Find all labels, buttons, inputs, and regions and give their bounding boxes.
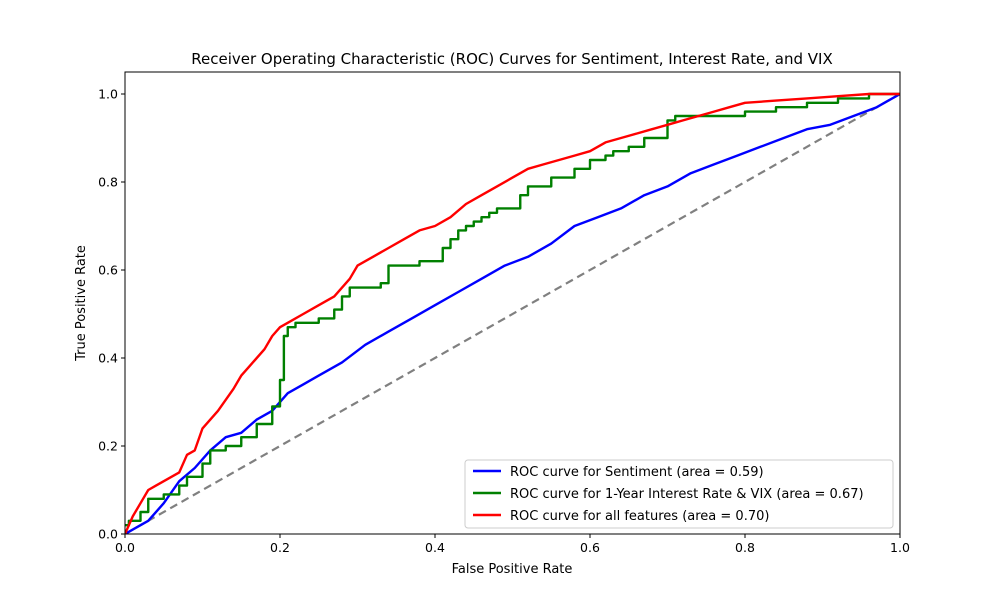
x-tick-label: 0.2 xyxy=(270,540,290,555)
y-tick-label: 0.2 xyxy=(98,439,118,454)
x-tick-label: 0.0 xyxy=(115,540,135,555)
chart-title: Receiver Operating Characteristic (ROC) … xyxy=(191,50,832,68)
x-axis-label: False Positive Rate xyxy=(452,562,573,577)
sentiment-roc-line xyxy=(125,92,900,534)
x-tick-label: 1.0 xyxy=(890,540,910,555)
legend-label-interest-rate-vix: ROC curve for 1-Year Interest Rate & VIX… xyxy=(510,487,864,502)
y-tick-label: 1.0 xyxy=(98,87,118,102)
y-tick-label: 0.8 xyxy=(98,175,118,190)
x-tick-label: 0.6 xyxy=(580,540,600,555)
y-tick-label: 0.0 xyxy=(98,527,118,542)
y-axis-label: True Positive Rate xyxy=(74,245,89,362)
chance-diagonal-line xyxy=(125,93,900,534)
legend-label-all-features: ROC curve for all features (area = 0.70) xyxy=(510,509,769,524)
x-tick-label: 0.4 xyxy=(425,540,445,555)
plot-area: 0.0 0.2 0.4 0.6 0.8 1.0 0.0 0.2 0.4 0.6 0.8 1.0 xyxy=(98,71,910,555)
all-features-roc-line xyxy=(125,92,900,534)
legend-box xyxy=(464,459,894,529)
y-tick-label: 0.4 xyxy=(98,351,118,366)
plot-frame xyxy=(124,71,901,535)
series-group xyxy=(125,92,900,534)
legend-label-sentiment: ROC curve for Sentiment (area = 0.59) xyxy=(510,465,764,480)
interest-rate-vix-roc-line xyxy=(125,92,900,527)
x-tick-label: 0.8 xyxy=(735,540,755,555)
y-tick-label: 0.6 xyxy=(98,263,118,278)
y-axis: 0.0 0.2 0.4 0.6 0.8 1.0 xyxy=(98,87,125,542)
x-axis: 0.0 0.2 0.4 0.6 0.8 1.0 xyxy=(115,534,910,555)
legend: ROC curve for Sentiment (area = 0.59) RO… xyxy=(464,459,894,529)
